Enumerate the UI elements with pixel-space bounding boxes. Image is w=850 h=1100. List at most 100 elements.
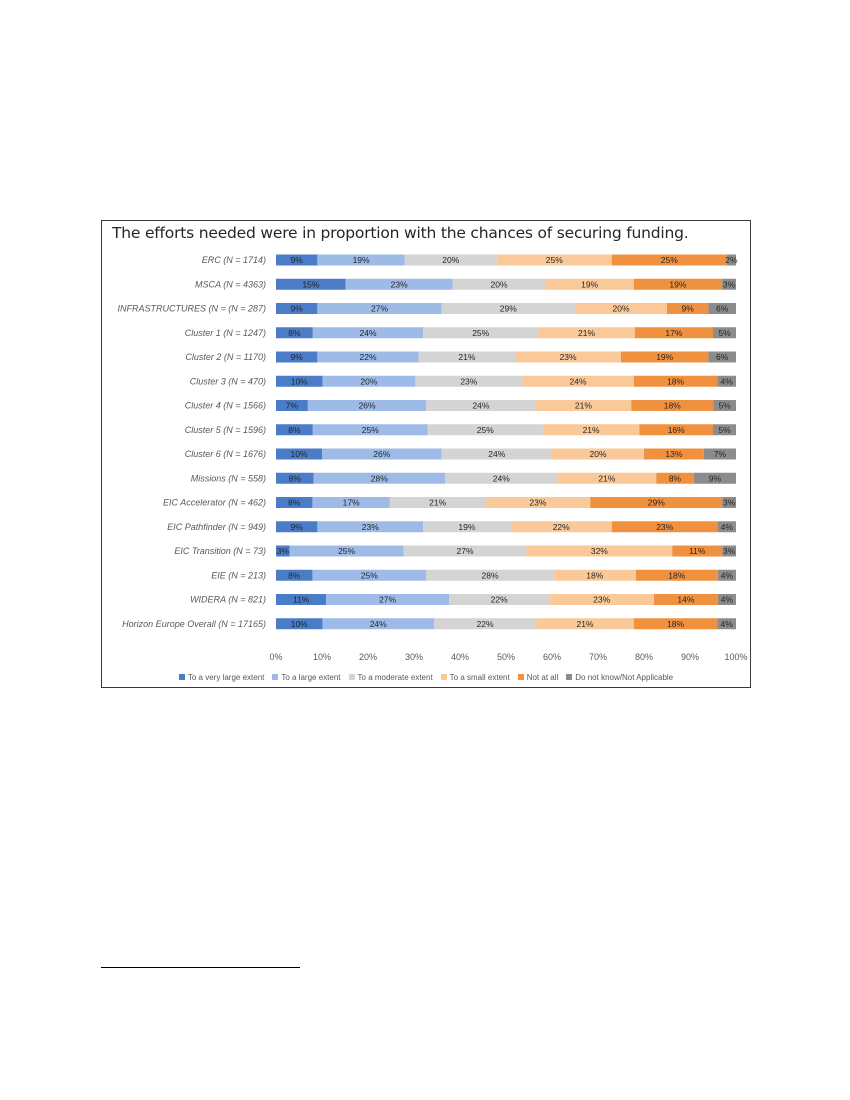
bar-segment <box>575 303 667 314</box>
bar-segment <box>307 400 427 411</box>
x-tick-label: 100% <box>724 652 747 662</box>
data-label: 18% <box>668 570 685 580</box>
bar-segment <box>713 424 736 436</box>
bar-segment <box>276 472 314 484</box>
bar-segment <box>276 424 313 436</box>
data-label: 22% <box>553 522 570 532</box>
bar-segment <box>423 327 539 339</box>
bar-segment <box>289 545 404 557</box>
data-label: 21% <box>578 328 595 338</box>
bar-segment <box>526 545 673 557</box>
data-label: 8% <box>289 473 302 483</box>
bar-segment <box>276 545 290 557</box>
data-label: 3% <box>723 546 736 556</box>
data-label: 8% <box>288 328 301 338</box>
legend-label: To a small extent <box>449 673 510 682</box>
data-label: 4% <box>721 619 734 629</box>
bar-segment <box>313 472 445 484</box>
data-label: 22% <box>491 595 508 605</box>
bar-segment <box>426 400 536 411</box>
data-label: 5% <box>718 328 731 338</box>
data-label: 19% <box>458 522 475 532</box>
legend-item: To a large extent <box>272 673 341 682</box>
data-label: 17% <box>343 498 360 508</box>
data-label: 21% <box>583 425 600 435</box>
bar-segment <box>722 497 736 508</box>
legend-item: To a small extent <box>440 673 510 682</box>
bar-segment <box>404 254 497 266</box>
bar-segment <box>717 618 736 630</box>
bar-segment <box>276 400 308 411</box>
data-label: 25% <box>661 255 678 265</box>
bar-segment <box>276 303 318 314</box>
bar-segment <box>633 618 718 630</box>
bar-segment <box>276 448 322 460</box>
bar-segment <box>312 497 390 508</box>
bar-segment <box>276 278 346 290</box>
data-label: 27% <box>457 546 474 556</box>
bar-segment <box>717 521 736 533</box>
data-label: 5% <box>718 425 731 435</box>
bar-segment <box>322 375 416 387</box>
bar-segment <box>317 254 405 266</box>
legend-swatch <box>178 674 185 680</box>
bar-segment <box>654 594 718 605</box>
x-tick-label: 20% <box>359 652 377 662</box>
legend-label: To a large extent <box>281 673 341 682</box>
data-label: 18% <box>667 376 684 386</box>
data-label: 26% <box>359 401 376 411</box>
data-label: 10% <box>290 449 307 459</box>
data-label: 9% <box>709 473 722 483</box>
legend-label: Do not know/Not Applicable <box>575 673 674 682</box>
bar-segment <box>276 594 327 605</box>
bar-segment <box>703 448 736 460</box>
data-label: 24% <box>570 376 587 386</box>
category-label: Cluster 6 (N = 1676) <box>185 449 266 459</box>
data-label: 21% <box>429 498 446 508</box>
data-label: 25% <box>338 546 355 556</box>
legend-label: To a very large extent <box>187 673 265 682</box>
bar-segment <box>389 497 486 508</box>
bar-segment <box>542 424 640 436</box>
bar-segment <box>553 569 636 581</box>
bar-segment <box>538 327 635 339</box>
data-label: 3% <box>723 498 736 508</box>
data-label: 23% <box>460 376 477 386</box>
bar-segment <box>717 594 736 605</box>
data-label: 27% <box>379 595 396 605</box>
data-label: 18% <box>586 570 603 580</box>
data-label: 20% <box>360 376 377 386</box>
data-label: 9% <box>682 304 695 314</box>
x-tick-label: 40% <box>451 652 469 662</box>
data-label: 24% <box>472 401 489 411</box>
x-tick-label: 80% <box>635 652 653 662</box>
data-label: 24% <box>359 328 376 338</box>
bar-segment <box>708 351 736 363</box>
data-label: 24% <box>493 473 510 483</box>
bar-segment <box>713 327 736 339</box>
data-label: 19% <box>669 279 686 289</box>
data-label: 20% <box>612 304 629 314</box>
bar-segment <box>415 375 523 387</box>
bar-segment <box>713 400 736 411</box>
data-label: 25% <box>477 425 494 435</box>
data-label: 4% <box>721 595 734 605</box>
legend-swatch <box>517 674 524 680</box>
data-label: 8% <box>288 570 301 580</box>
bar-segment <box>317 303 442 314</box>
bar-segment <box>549 594 655 605</box>
bar-segment <box>312 327 424 339</box>
chart-legend: To a very large extent To a large extent T… <box>102 673 750 685</box>
data-label: 13% <box>665 449 682 459</box>
data-label: 15% <box>302 279 319 289</box>
data-label: 23% <box>391 279 408 289</box>
bar-segment <box>496 254 612 266</box>
bar-segment <box>545 278 634 290</box>
bar-segment <box>717 569 736 581</box>
category-label: INFRASTRUCTURES (N = (N = 287) <box>117 304 266 314</box>
data-label: 28% <box>482 570 499 580</box>
data-label: 4% <box>721 376 734 386</box>
bar-segment <box>312 424 428 436</box>
bar-segment <box>312 569 427 581</box>
bar-segment <box>722 545 736 557</box>
